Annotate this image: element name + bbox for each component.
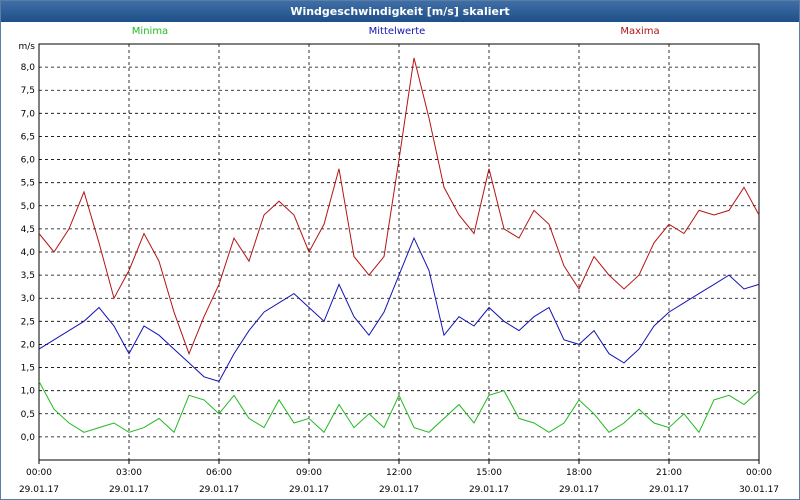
- y-tick-label: 7,5: [21, 86, 35, 96]
- series-line-minima: [38, 381, 760, 434]
- y-tick-label: 1,5: [21, 364, 35, 374]
- legend: Minima Mittelwerte Maxima: [132, 26, 660, 37]
- x-tick-date: 30.01.17: [739, 485, 779, 495]
- legend-minima: Minima: [132, 26, 168, 37]
- plot-border: [38, 43, 760, 461]
- y-tick-label: 4,0: [21, 248, 36, 258]
- x-tick-time: 21:00: [656, 468, 682, 478]
- axis-labels: 0,0 0,5 1,0 1,5 2,0 2,5 3,0 3,5 4,0 4,5 5,0 5,5 6,0 6…: [19, 42, 780, 495]
- y-tick-label: 6,5: [21, 132, 35, 142]
- y-tick-label: 8,0: [21, 63, 36, 73]
- series-line-mittelwerte: [38, 236, 760, 382]
- x-tick-time: 15:00: [476, 468, 502, 478]
- x-tick-date: 29.01.17: [559, 485, 599, 495]
- series-layer: [38, 57, 760, 434]
- y-tick-label: 5,5: [21, 179, 35, 189]
- x-tick-time: 18:00: [566, 468, 592, 478]
- grid-lines: [39, 44, 759, 460]
- y-axis-unit: m/s: [19, 42, 36, 52]
- x-tick-time: 12:00: [386, 468, 412, 478]
- plot-frame: [38, 43, 760, 464]
- x-tick-date: 29.01.17: [19, 485, 59, 495]
- y-tick-label: 5,0: [21, 202, 36, 212]
- y-tick-label: 6,0: [21, 156, 36, 166]
- series-line-maxima: [38, 57, 760, 356]
- x-tick-date: 29.01.17: [289, 485, 329, 495]
- x-tick-date: 29.01.17: [379, 485, 419, 495]
- y-tick-label: 3,5: [21, 271, 35, 281]
- legend-maxima: Maxima: [620, 26, 659, 37]
- y-tick-label: 0,0: [21, 433, 36, 443]
- x-tick-time: 06:00: [206, 468, 232, 478]
- window-title: Windgeschwindigkeit [m/s] skaliert: [1, 1, 799, 22]
- x-tick-date: 29.01.17: [469, 485, 509, 495]
- y-tick-label: 3,0: [21, 294, 36, 304]
- y-tick-label: 7,0: [21, 109, 36, 119]
- legend-mittelwerte: Mittelwerte: [369, 26, 426, 37]
- y-tick-label: 1,0: [21, 387, 36, 397]
- x-tick-time: 03:00: [116, 468, 142, 478]
- y-tick-label: 0,5: [21, 410, 35, 420]
- x-tick-time: 00:00: [26, 468, 52, 478]
- x-tick-date: 29.01.17: [109, 485, 149, 495]
- y-tick-label: 2,0: [21, 340, 36, 350]
- x-tick-date: 29.01.17: [199, 485, 239, 495]
- y-tick-label: 4,5: [21, 225, 35, 235]
- y-tick-label: 2,5: [21, 317, 35, 327]
- x-tick-time: 09:00: [296, 468, 322, 478]
- x-tick-time: 00:00: [746, 468, 772, 478]
- x-tick-date: 29.01.17: [649, 485, 689, 495]
